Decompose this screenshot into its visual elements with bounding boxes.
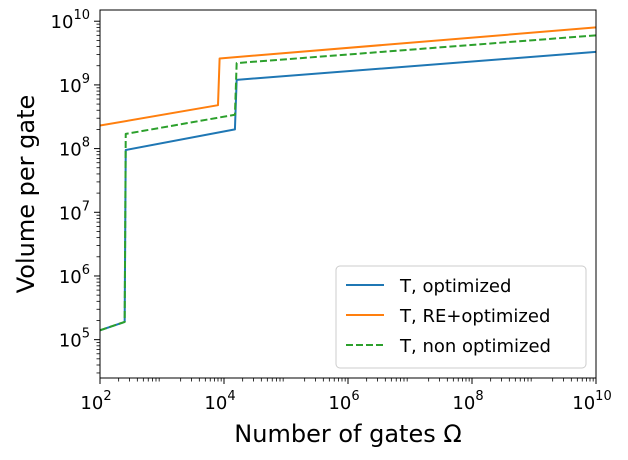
y-tick-label-1: 105 bbox=[59, 327, 90, 352]
x-axis-ticks: 102 104 106 108 1010 bbox=[80, 378, 612, 414]
legend-box bbox=[335, 265, 587, 369]
legend: T, optimized T, RE+optimized T, non optimi… bbox=[335, 265, 587, 369]
x-tick-label-2: 104 bbox=[204, 389, 235, 414]
legend-label-2: T, RE+optimized bbox=[399, 306, 550, 327]
y-axis-ticks: 105 106 107 108 109 1010 bbox=[51, 8, 100, 374]
series-line-3 bbox=[100, 34, 596, 332]
x-tick-label-5: 1010 bbox=[572, 389, 611, 414]
x-tick-label-4: 108 bbox=[452, 389, 483, 414]
legend-label-1: T, optimized bbox=[399, 276, 511, 297]
x-tick-label-3: 106 bbox=[328, 389, 359, 414]
series-layer bbox=[100, 26, 596, 332]
series-line-2 bbox=[100, 26, 596, 127]
y-tick-label-2: 106 bbox=[59, 263, 90, 288]
y-tick-label-4: 108 bbox=[59, 136, 90, 161]
y-tick-label-3: 107 bbox=[59, 199, 90, 224]
legend-label-3: T, non optimized bbox=[399, 336, 551, 357]
y-tick-label-6: 1010 bbox=[51, 8, 90, 33]
x-tick-label-1: 102 bbox=[80, 389, 111, 414]
x-axis-label: Number of gates Ω bbox=[234, 420, 461, 448]
y-tick-label-5: 109 bbox=[59, 72, 90, 97]
y-axis-label: Volume per gate bbox=[12, 95, 40, 294]
